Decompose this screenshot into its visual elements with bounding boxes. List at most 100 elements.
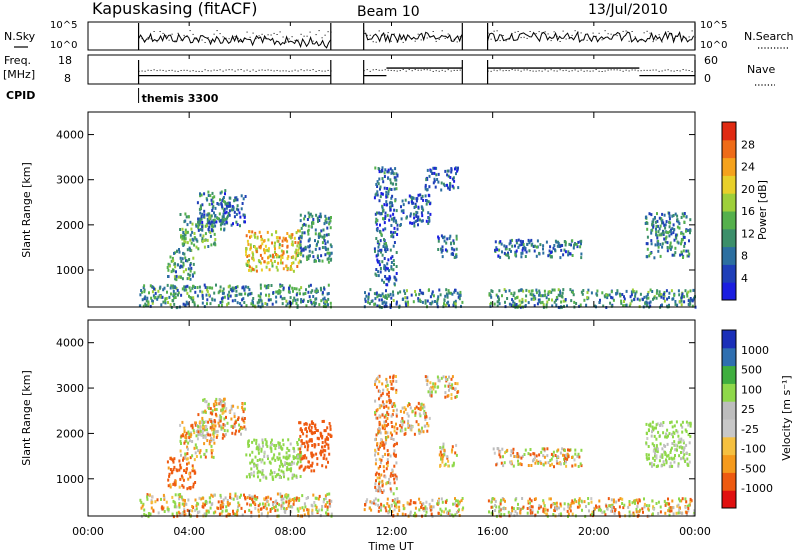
noise-search-dot	[532, 33, 534, 35]
velocity-cell	[425, 507, 428, 511]
power-cell	[535, 254, 538, 258]
nave-dot	[324, 70, 326, 72]
velocity-cell	[271, 507, 274, 510]
power-cell	[390, 171, 393, 175]
velocity-cell	[529, 511, 532, 515]
velocity-cell	[509, 461, 512, 465]
velocity-cell	[276, 492, 279, 496]
power-cell	[378, 242, 381, 246]
velocity-cell	[174, 483, 177, 487]
velocity-cell	[252, 500, 254, 504]
velocity-cell	[549, 459, 552, 462]
noise-search-dot	[487, 32, 489, 34]
velocity-cell	[187, 441, 190, 445]
power-cell	[213, 242, 215, 246]
power-cell	[181, 236, 184, 240]
velocity-cell	[186, 487, 189, 491]
velocity-cell	[259, 470, 262, 474]
power-cell	[385, 193, 388, 197]
velocity-cell	[430, 512, 433, 516]
power-cell	[281, 261, 284, 265]
velocity-cell	[390, 489, 393, 493]
velocity-cell	[677, 462, 680, 466]
velocity-cell	[655, 426, 657, 430]
velocity-cell	[292, 499, 295, 503]
power-cell	[510, 249, 512, 253]
velocity-cell	[245, 453, 248, 457]
power-cell	[169, 255, 172, 259]
power-cell	[151, 299, 154, 303]
velocity-cell	[603, 510, 606, 514]
velocity-cell	[306, 441, 309, 445]
power-cell	[181, 265, 184, 269]
power-cell	[657, 230, 660, 234]
power-cell	[255, 250, 258, 254]
velocity-cell	[215, 408, 218, 411]
velocity-cell	[234, 432, 237, 436]
power-cell	[378, 177, 381, 181]
nave-dot	[691, 70, 693, 72]
velocity-cell	[286, 446, 289, 450]
velocity-cell	[392, 379, 395, 383]
velocity-cell	[374, 485, 377, 489]
power-cell	[691, 304, 694, 308]
power-cell	[375, 192, 378, 196]
noise-search-dot	[438, 38, 440, 40]
velocity-cell	[253, 464, 256, 468]
noise-search-dot	[189, 30, 191, 32]
power-cell	[682, 249, 685, 253]
power-cell	[213, 291, 216, 295]
velocity-cell	[456, 504, 459, 508]
velocity-cell	[183, 430, 186, 434]
power-cell	[385, 203, 388, 207]
velocity-cell	[257, 504, 260, 508]
velocity-cell	[389, 481, 392, 485]
power-cell	[153, 287, 156, 291]
noise-search-dot	[237, 37, 239, 39]
velocity-cell	[424, 375, 427, 379]
power-cell	[143, 290, 146, 294]
velocity-cell	[282, 470, 285, 474]
power-cell	[435, 166, 438, 170]
power-cell	[285, 299, 288, 303]
velocity-cell	[300, 439, 303, 443]
velocity-cell	[246, 496, 249, 500]
velocity-cell	[494, 503, 497, 507]
velocity-cell	[389, 431, 392, 435]
power-cell	[314, 247, 317, 251]
nave-dot	[655, 69, 657, 71]
power-cell	[214, 243, 217, 247]
velocity-cell	[290, 462, 293, 466]
velocity-cell	[285, 461, 288, 465]
nave-dot	[255, 70, 257, 72]
noise-search-dot	[150, 38, 152, 40]
power-cell	[390, 196, 393, 200]
power-cell	[520, 251, 523, 255]
velocity-cell	[587, 502, 590, 506]
power-cell	[395, 251, 398, 254]
velocity-cell	[572, 501, 574, 505]
power-cell	[321, 291, 324, 295]
velocity-cell	[378, 472, 380, 476]
power-cell	[223, 207, 226, 211]
velocity-cell	[450, 377, 453, 381]
power-cell	[665, 220, 668, 224]
velocity-cell	[494, 509, 497, 512]
power-cell	[412, 212, 415, 216]
velocity-cell	[418, 508, 421, 512]
velocity-cell	[318, 494, 321, 498]
power-cell	[646, 227, 649, 231]
power-cell	[170, 292, 172, 296]
power-cell	[411, 221, 414, 225]
power-cell	[455, 237, 458, 241]
power-cell	[439, 293, 442, 297]
velocity-cell	[559, 462, 562, 466]
velocity-cell	[223, 429, 226, 432]
nave-dot	[390, 69, 392, 71]
power-cell	[326, 292, 329, 296]
power-cell	[281, 302, 284, 306]
power-cell	[569, 288, 572, 292]
noise-search-dot	[165, 35, 167, 37]
velocity-cell	[181, 484, 184, 488]
power-cell	[225, 204, 228, 208]
